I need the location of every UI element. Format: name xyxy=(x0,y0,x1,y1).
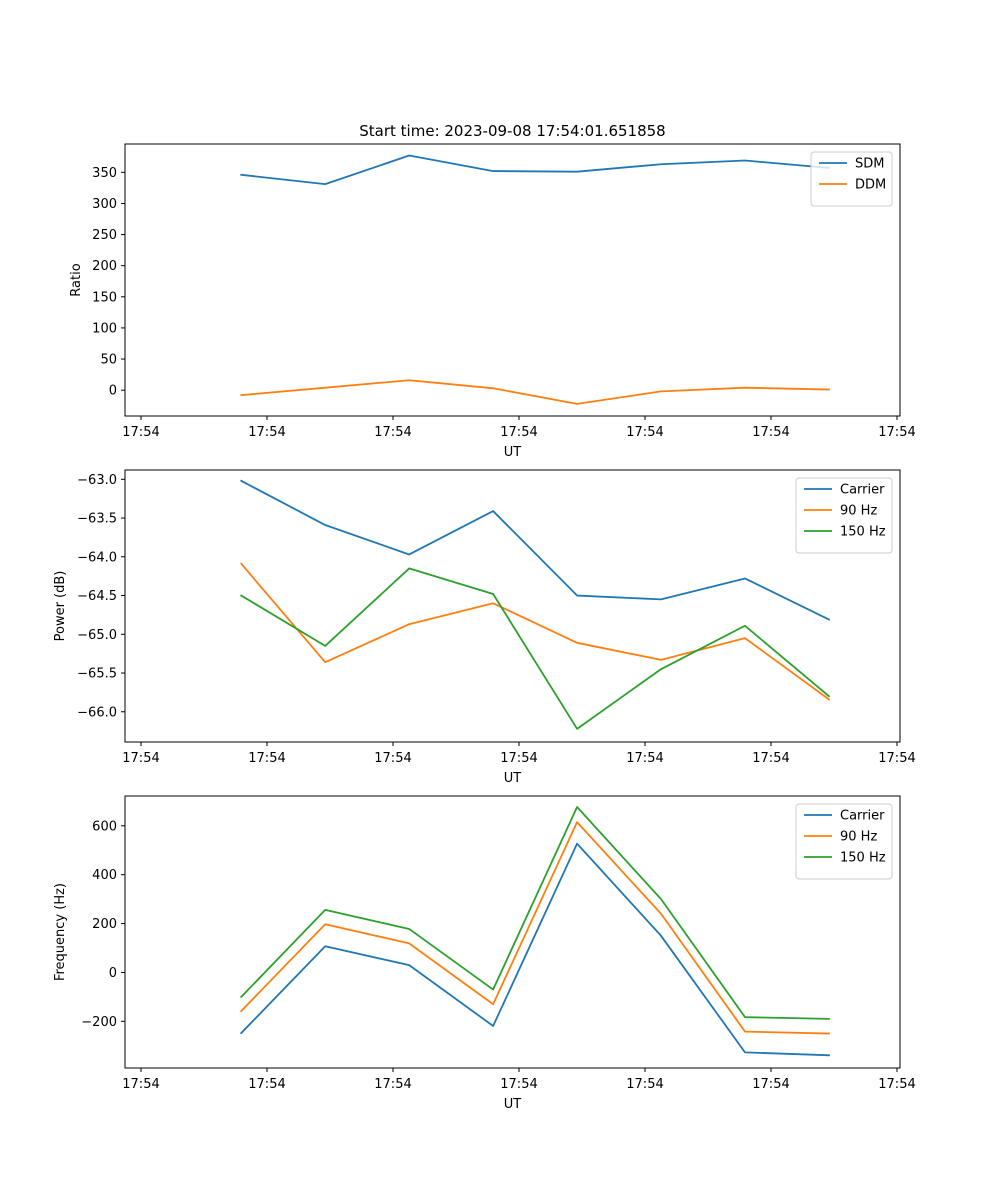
legend-label: 90 Hz xyxy=(840,830,877,845)
x-tick-label: 17:54 xyxy=(752,1077,789,1092)
x-tick-label: 17:54 xyxy=(626,1077,663,1092)
legend-label: Carrier xyxy=(840,809,885,824)
y-tick-label: −64.5 xyxy=(77,589,117,604)
y-tick-label: 600 xyxy=(92,819,117,834)
x-tick-label: 17:54 xyxy=(248,425,285,440)
legend-label: 150 Hz xyxy=(840,851,886,866)
axes-frame xyxy=(124,469,901,743)
y-tick-label: −63.0 xyxy=(77,473,117,488)
y-tick-label: 200 xyxy=(92,259,117,274)
chart-panels: 17:5417:5417:5417:5417:5417:5417:5417:55… xyxy=(53,143,916,1112)
y-axis-label: Frequency (Hz) xyxy=(53,883,68,981)
x-tick-label: 17:54 xyxy=(374,1077,411,1092)
x-axis-label: UT xyxy=(504,1097,522,1112)
y-tick-label: 100 xyxy=(92,321,117,336)
x-tick-label: 17:54 xyxy=(248,751,285,766)
x-tick-label: 17:54 xyxy=(248,1077,285,1092)
legend-label: 150 Hz xyxy=(840,525,886,540)
y-tick-label: −66.0 xyxy=(77,705,117,720)
series-line-carrier xyxy=(239,842,830,1057)
y-tick-label: −63.5 xyxy=(77,512,117,527)
series-line-ddm xyxy=(240,379,830,405)
legend-label: DDM xyxy=(855,178,886,193)
y-tick-label: 350 xyxy=(92,166,117,181)
x-tick-label: 17:54 xyxy=(626,751,663,766)
x-tick-label: 17:54 xyxy=(122,751,159,766)
y-tick-label: −65.0 xyxy=(77,628,117,643)
series-line-90-hz xyxy=(239,562,831,701)
y-tick-label: −64.0 xyxy=(77,550,117,565)
series-line-90-hz xyxy=(239,821,830,1035)
legend: Carrier 90 Hz 150 Hz xyxy=(795,803,893,880)
legend-box xyxy=(795,477,893,554)
y-tick-label: −65.5 xyxy=(77,667,117,682)
x-tick-label: 17:54 xyxy=(500,425,537,440)
y-tick-label: 250 xyxy=(92,228,117,243)
x-axis-label: UT xyxy=(504,771,522,786)
x-tick-label: 17:54 xyxy=(374,425,411,440)
series-line-sdm xyxy=(240,154,830,186)
x-tick-label: 17:54 xyxy=(752,425,789,440)
panel-1: 17:5417:5417:5417:5417:5417:5417:5417:55… xyxy=(69,143,916,460)
x-tick-label: 17:54 xyxy=(752,751,789,766)
y-tick-label: 300 xyxy=(92,197,117,212)
x-tick-label: 17:54 xyxy=(122,425,159,440)
panel-3: 17:5417:5417:5417:5417:5417:5417:5417:55… xyxy=(53,795,916,1112)
y-tick-label: 400 xyxy=(92,868,117,883)
x-tick-label: 17:54 xyxy=(122,1077,159,1092)
legend-box xyxy=(795,803,893,880)
y-tick-label: −200 xyxy=(81,1015,117,1030)
figure-title: Start time: 2023-09-08 17:54:01.651858 xyxy=(359,122,665,140)
axes-frame xyxy=(124,143,901,417)
legend-label: Carrier xyxy=(840,483,885,498)
legend: SDM DDM xyxy=(810,151,893,207)
legend-label: SDM xyxy=(855,157,884,172)
y-axis-label: Power (dB) xyxy=(53,571,68,642)
legend: Carrier 90 Hz 150 Hz xyxy=(795,477,893,554)
series-line-150-hz xyxy=(240,567,831,730)
y-tick-label: 0 xyxy=(109,384,117,399)
y-axis-label: Ratio xyxy=(69,263,84,296)
y-tick-label: 50 xyxy=(100,353,117,368)
x-tick-label: 17:54 xyxy=(500,751,537,766)
x-tick-label: 17:54 xyxy=(878,751,915,766)
series-line-carrier xyxy=(240,479,831,621)
x-tick-label: 17:54 xyxy=(878,1077,915,1092)
panel-2: 17:5417:5417:5417:5417:5417:5417:5417:55… xyxy=(53,469,916,786)
series-line-150-hz xyxy=(239,806,830,1020)
y-tick-label: 200 xyxy=(92,917,117,932)
x-axis-label: UT xyxy=(504,445,522,460)
x-tick-label: 17:54 xyxy=(500,1077,537,1092)
legend-label: 90 Hz xyxy=(840,504,877,519)
legend-box xyxy=(810,151,893,207)
x-tick-label: 17:54 xyxy=(878,425,915,440)
y-tick-label: 0 xyxy=(109,966,117,981)
x-tick-label: 17:54 xyxy=(626,425,663,440)
x-tick-label: 17:54 xyxy=(374,751,411,766)
y-tick-label: 150 xyxy=(92,290,117,305)
axes-frame xyxy=(124,795,901,1069)
